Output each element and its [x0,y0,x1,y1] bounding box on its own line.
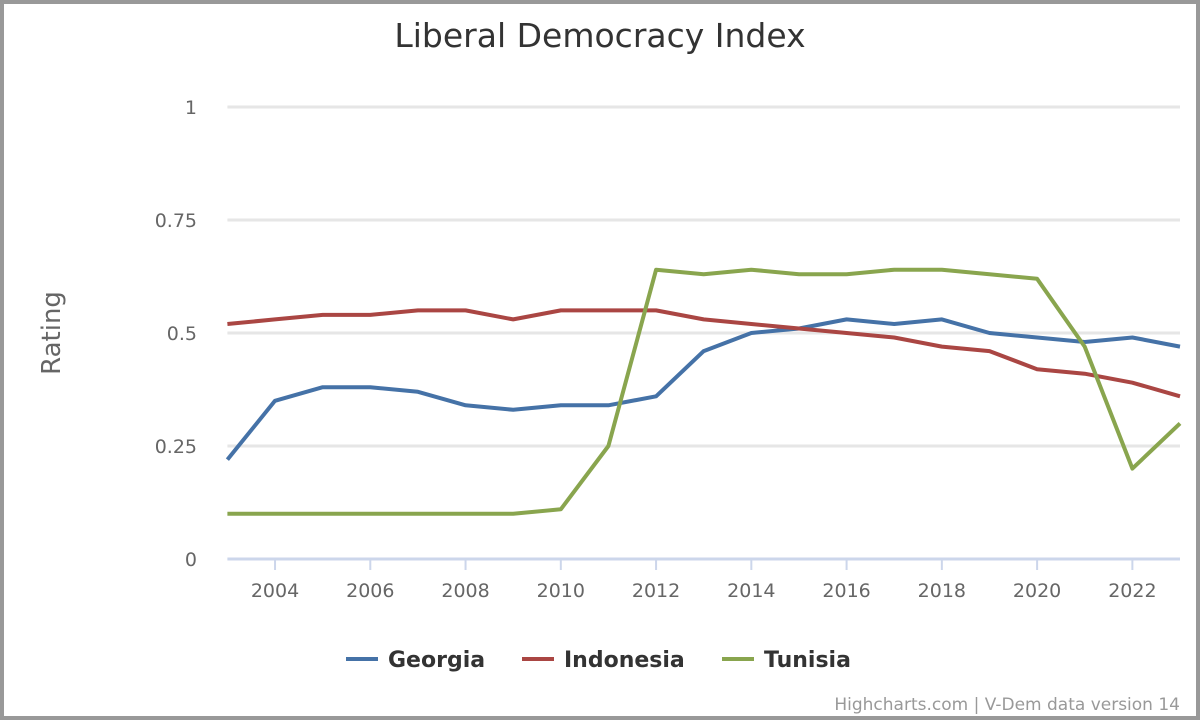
series-line-georgia[interactable] [225,317,1181,461]
legend-item-indonesia[interactable]: Indonesia [522,648,685,673]
legend-label: Tunisia [764,648,851,673]
legend-item-georgia[interactable]: Georgia [346,648,485,673]
series-line-indonesia[interactable] [227,308,1181,399]
x-tick-label: 2012 [632,580,680,602]
x-tick-label: 2004 [251,580,299,602]
x-tick-label: 2016 [822,580,870,602]
x-tick-label: 2022 [1108,580,1156,602]
legend-label: Indonesia [564,648,685,673]
legend-label: Georgia [388,648,485,673]
legend-item-tunisia[interactable]: Tunisia [722,648,851,673]
x-tick-label: 2008 [441,580,489,602]
y-tick-label: 1 [185,97,197,119]
y-tick-label: 0 [185,549,197,571]
x-tick-label: 2010 [537,580,585,602]
x-tick-label: 2018 [918,580,966,602]
y-tick-label: 0.25 [155,436,197,458]
y-tick-label: 0.75 [155,210,197,232]
chart-title: Liberal Democracy Index [394,16,805,55]
series-line-tunisia[interactable] [227,267,1182,516]
x-tick-label: 2006 [346,580,394,602]
x-tick-label: 2020 [1013,580,1061,602]
credits[interactable]: Highcharts.com | V-Dem data version 14 [834,695,1180,715]
x-tick-label: 2014 [727,580,775,602]
y-tick-label: 0.5 [167,323,197,345]
y-axis-label: Rating [37,291,67,375]
